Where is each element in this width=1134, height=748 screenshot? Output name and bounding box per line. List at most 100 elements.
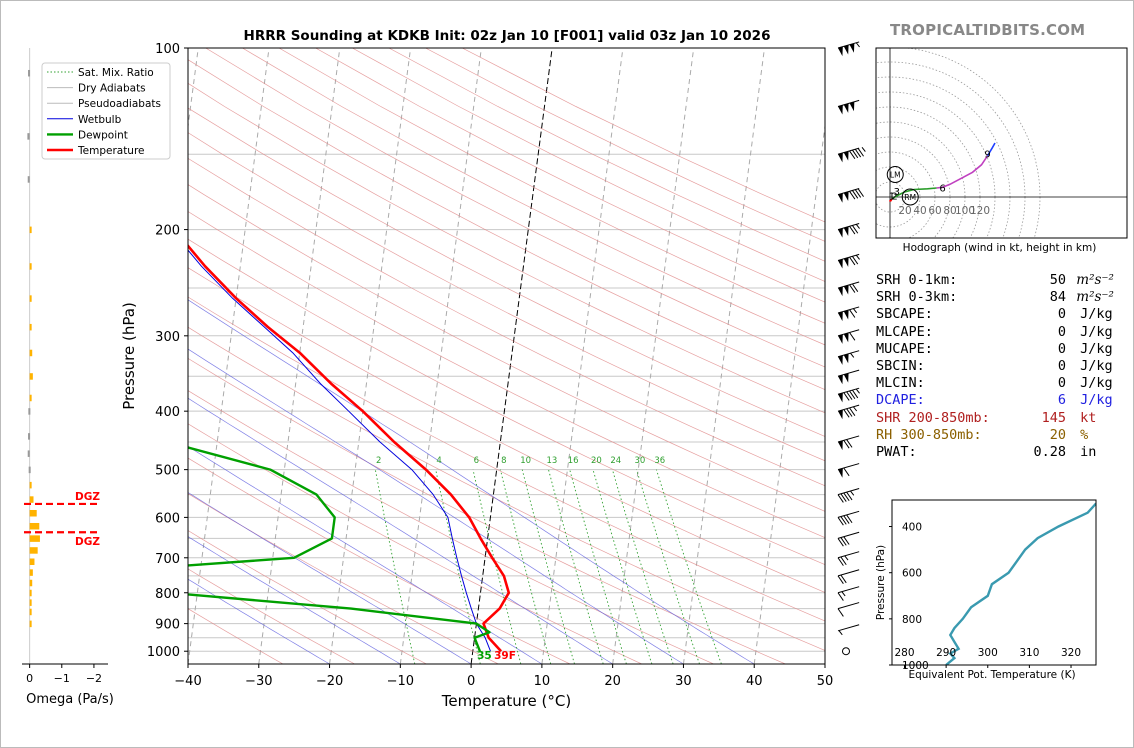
dry-adiabat — [188, 357, 786, 664]
theta-y-tick-label: 800 — [902, 614, 922, 626]
omega-tick-label: 0 — [26, 672, 33, 685]
barb-flag — [838, 468, 843, 478]
stat-value: 20 — [1049, 426, 1066, 443]
pseudoadiabat — [188, 492, 472, 664]
barb-full — [840, 574, 847, 584]
barb-flag — [838, 46, 843, 57]
pseudoadiabat — [188, 397, 613, 664]
hodo-frame — [875, 47, 1128, 239]
isotherm-line — [329, 48, 412, 664]
dry-adiabat — [188, 493, 499, 664]
hodo-trace — [936, 155, 989, 189]
theta-x-tick-label: 320 — [1061, 647, 1081, 659]
isotherm-line — [753, 122, 825, 664]
stat-value: 0 — [1057, 340, 1066, 357]
barb-flag — [838, 409, 843, 420]
stat-unit: in — [1072, 443, 1097, 460]
mixing-ratio-label: 8 — [501, 456, 506, 466]
omega-bar — [29, 394, 32, 402]
barb-staff — [837, 306, 860, 314]
calm-circle — [842, 647, 850, 656]
wind-barb — [837, 281, 860, 297]
barb-full — [837, 592, 844, 601]
barb-flag — [838, 334, 843, 344]
barb-full — [837, 517, 844, 526]
omega-axis-label: Omega (Pa/s) — [26, 692, 114, 707]
hodo-ring-label: 20 — [898, 205, 911, 217]
barb-staff — [837, 586, 860, 594]
stat-value: 0 — [1057, 306, 1066, 323]
dry-adiabat — [205, 48, 825, 368]
stat-unit: J/kg — [1072, 306, 1113, 323]
mixing-ratio-label: 24 — [610, 456, 621, 466]
wind-barb — [837, 99, 860, 115]
y-tick-label: 200 — [155, 224, 180, 239]
barb-half — [855, 388, 860, 394]
mixing-ratio-label: 30 — [634, 456, 645, 466]
stat-label: SHR 200-850mb: — [876, 409, 990, 426]
hodo-ring-label: 80 — [943, 205, 956, 217]
omega-bar — [29, 481, 32, 489]
dry-adiabat — [188, 326, 825, 651]
stat-value: 0 — [1057, 375, 1066, 392]
barb-flag — [843, 191, 849, 202]
theta-x-tick-label: 290 — [936, 647, 956, 659]
wind-barb — [837, 488, 860, 503]
mixing-ratio-label: 2 — [376, 456, 381, 466]
barb-full — [843, 440, 850, 449]
barb-half — [838, 630, 843, 636]
barb-staff — [837, 369, 860, 377]
mixing-ratio-label: 16 — [568, 456, 579, 466]
omega-bar — [28, 466, 31, 474]
wind-barb — [842, 647, 850, 656]
barb-full — [854, 148, 862, 158]
wind-barb — [837, 188, 864, 203]
wind-barb — [837, 551, 860, 566]
hodo-ring-label: 40 — [913, 205, 926, 217]
barb-half — [852, 308, 858, 314]
barb-flag — [843, 309, 849, 320]
stat-label: SBCIN: — [876, 357, 925, 374]
chart-title: HRRR Sounding at KDKB Init: 02z Jan 10 [… — [244, 28, 771, 44]
rm-marker — [901, 188, 919, 206]
x-tick-label: −20 — [316, 674, 343, 689]
dry-adiabat — [188, 132, 825, 462]
stat-label: MLCIN: — [876, 375, 925, 392]
dry-adiabat — [188, 238, 825, 566]
barb-half — [855, 224, 860, 229]
stat-unit: J/kg — [1072, 357, 1113, 374]
barb-flag — [838, 152, 843, 163]
mixing-ratio-line — [499, 469, 552, 664]
dgz-label: DGZ — [75, 536, 100, 548]
wind-barb — [837, 510, 860, 526]
x-tick-label: 40 — [746, 674, 763, 689]
stat-label: MUCAPE: — [876, 340, 933, 357]
wind-barb — [837, 404, 860, 420]
barb-staff — [837, 624, 860, 632]
barb-full — [854, 189, 862, 198]
dry-adiabat — [188, 530, 427, 664]
legend-box — [41, 62, 171, 160]
omega-bar — [29, 509, 37, 517]
pseudoadiabat — [188, 536, 401, 664]
hodo-height-label: 3 — [894, 187, 900, 198]
wind-barb — [837, 41, 860, 57]
barb-full — [857, 148, 864, 157]
omega-bar — [29, 569, 33, 576]
omega-bar — [29, 558, 35, 565]
barb-full — [846, 439, 853, 448]
stat-unit: J/kg — [1072, 375, 1113, 392]
hodo-height-label: 2 — [891, 192, 897, 203]
barb-staff — [837, 551, 860, 559]
barb-full — [837, 538, 844, 547]
dry-adiabat — [188, 457, 571, 664]
wetbulb-profile — [188, 249, 491, 652]
barb-half — [850, 352, 855, 358]
wind-barb — [837, 624, 860, 636]
stat-row: PWAT: 0.28 in — [876, 444, 1126, 461]
dry-adiabat — [188, 184, 825, 512]
mixing-ratio-line — [611, 469, 674, 664]
wind-barb — [837, 306, 860, 322]
hodo-ring-label: 100 — [955, 205, 975, 217]
barb-full — [852, 256, 859, 265]
